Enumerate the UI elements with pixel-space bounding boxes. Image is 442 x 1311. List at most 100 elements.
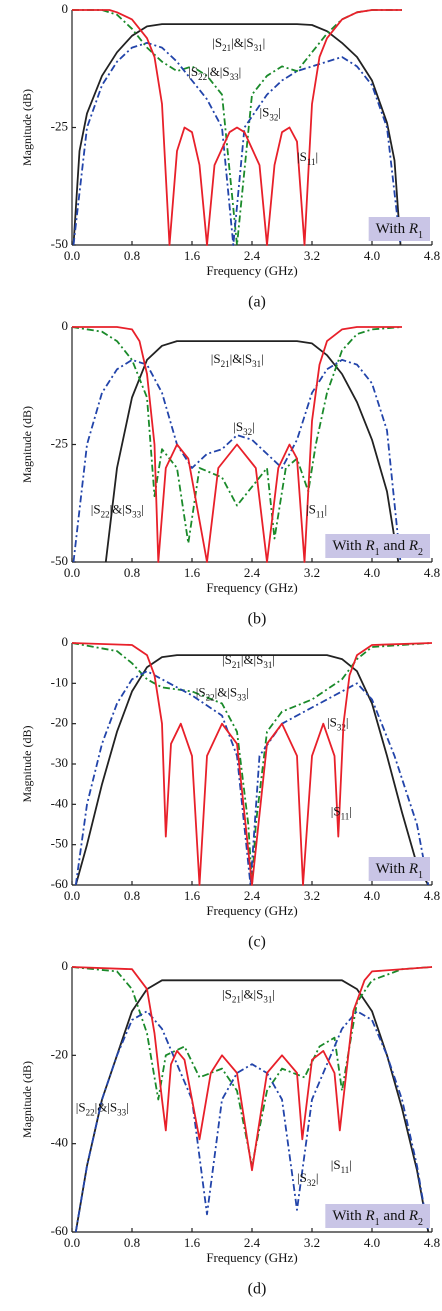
- y-axis-label: Magnitude (dB): [20, 1061, 34, 1138]
- series-line: [71, 642, 433, 886]
- series-line: [74, 670, 430, 886]
- series-label: |S21|&|S31|: [222, 652, 275, 670]
- x-tick-label: 0.8: [124, 1235, 140, 1250]
- x-tick-label: 4.0: [364, 565, 380, 580]
- chart-panel: 0.0 0.8 1.6 2.4 3.2 4.0 4.8 -50 -25 0 Frequency (G…: [20, 318, 440, 628]
- x-tick-label: 0.0: [64, 888, 80, 903]
- x-tick-label: 4.0: [364, 248, 380, 263]
- chart-panel: 0.0 0.8 1.6 2.4 3.2 4.0 4.8 -60 -50 -40 -30 -20 -10 0…: [20, 634, 440, 951]
- series-label: |S21|&|S31|: [211, 351, 264, 369]
- series-label: |S32|: [297, 1170, 318, 1188]
- series-label: |S32|: [327, 715, 348, 733]
- x-axis-label: Frequency (GHz): [206, 263, 297, 278]
- condition-label: With R1​ and R2​: [332, 1208, 423, 1227]
- chart-panel: 0.0 0.8 1.6 2.4 3.2 4.0 4.8 -50 -25 0 Frequency (G…: [20, 1, 440, 311]
- y-axis-label: Magnitude (dB): [20, 89, 34, 166]
- x-tick-label: 0.8: [124, 248, 140, 263]
- series-label: |S11|: [331, 1157, 352, 1175]
- y-axis-label: Magnitude (dB): [20, 726, 34, 803]
- x-axis-label: Frequency (GHz): [206, 1250, 297, 1265]
- condition-box: [368, 217, 430, 241]
- x-tick-label: 4.0: [364, 888, 380, 903]
- series-label: |S21|&|S31|: [212, 35, 265, 53]
- y-tick-label: -40: [51, 1135, 68, 1150]
- series-label: |S32|: [260, 104, 281, 122]
- x-tick-label: 2.4: [244, 888, 261, 903]
- x-tick-label: 0.0: [64, 1235, 80, 1250]
- y-axis-label: Magnitude (dB): [20, 406, 34, 483]
- caption: (d): [248, 1281, 267, 1298]
- series-line: [74, 979, 430, 1233]
- condition-label: With R1​ and R2​: [332, 538, 423, 557]
- y-tick-label: -10: [51, 674, 68, 689]
- condition-box: [368, 857, 430, 881]
- x-tick-label: 3.2: [304, 248, 320, 263]
- series-label: |S32|: [233, 419, 254, 437]
- series-label: |S22|&|S33|: [76, 1099, 129, 1117]
- x-tick-label: 1.6: [184, 1235, 201, 1250]
- x-axis-label: Frequency (GHz): [206, 903, 297, 918]
- y-tick-label: -20: [51, 1046, 68, 1061]
- x-tick-label: 4.8: [424, 1235, 440, 1250]
- y-tick-label: -50: [51, 236, 68, 251]
- x-tick-label: 4.8: [424, 888, 440, 903]
- x-tick-label: 0.0: [64, 565, 80, 580]
- series-line: [71, 326, 403, 545]
- y-tick-label: 0: [62, 318, 69, 333]
- x-tick-label: 2.4: [244, 248, 261, 263]
- chart-panel: 0.0 0.8 1.6 2.4 3.2 4.0 4.8 -60 -40 -20 0 Frequency…: [20, 958, 440, 1298]
- x-tick-label: 1.6: [184, 888, 201, 903]
- x-tick-label: 0.0: [64, 248, 80, 263]
- series-line: [74, 654, 430, 886]
- x-tick-label: 1.6: [184, 248, 201, 263]
- series-line: [71, 966, 433, 1172]
- series-line: [72, 359, 402, 563]
- x-tick-label: 0.8: [124, 888, 140, 903]
- caption: (a): [248, 294, 266, 311]
- y-tick-label: -40: [51, 795, 68, 810]
- series-line: [74, 1010, 430, 1233]
- y-tick-label: -25: [51, 118, 68, 133]
- y-tick-label: -50: [51, 553, 68, 568]
- series-label: |S21|&|S31|: [222, 987, 275, 1005]
- y-tick-label: 0: [62, 1, 69, 16]
- y-tick-label: -20: [51, 715, 68, 730]
- condition-box: [325, 1204, 430, 1228]
- series-line: [104, 340, 400, 563]
- condition-box: [325, 534, 430, 558]
- x-tick-label: 2.4: [244, 1235, 261, 1250]
- series-line: [72, 42, 402, 246]
- x-tick-label: 1.6: [184, 565, 201, 580]
- x-tick-label: 3.2: [304, 1235, 320, 1250]
- caption: (b): [248, 611, 267, 628]
- series-label: |S22|&|S33|: [188, 64, 241, 82]
- x-tick-label: 4.8: [424, 248, 440, 263]
- y-tick-label: 0: [62, 634, 69, 649]
- x-tick-label: 3.2: [304, 888, 320, 903]
- x-axis-label: Frequency (GHz): [206, 580, 297, 595]
- series-line: [72, 9, 402, 246]
- x-tick-label: 3.2: [304, 565, 320, 580]
- y-tick-label: -25: [51, 435, 68, 450]
- caption: (c): [248, 934, 266, 951]
- series-label: |S11|: [297, 149, 318, 167]
- condition-label: With R1​: [376, 221, 423, 240]
- y-tick-label: -60: [51, 876, 68, 891]
- x-tick-label: 0.8: [124, 565, 140, 580]
- y-tick-label: -30: [51, 755, 68, 770]
- series-line: [72, 326, 402, 563]
- x-tick-label: 2.4: [244, 565, 261, 580]
- series-line: [71, 642, 433, 886]
- series-label: |S11|: [331, 803, 352, 821]
- x-tick-label: 4.0: [364, 1235, 380, 1250]
- series-label: |S22|&|S33|: [91, 501, 144, 519]
- series-line: [72, 23, 402, 246]
- series-label: |S22|&|S33|: [196, 684, 249, 702]
- condition-label: With R1​: [376, 861, 423, 880]
- y-tick-label: -50: [51, 836, 68, 851]
- series-label: |S11|: [306, 501, 327, 519]
- y-tick-label: 0: [62, 958, 69, 973]
- y-tick-label: -60: [51, 1223, 68, 1238]
- x-tick-label: 4.8: [424, 565, 440, 580]
